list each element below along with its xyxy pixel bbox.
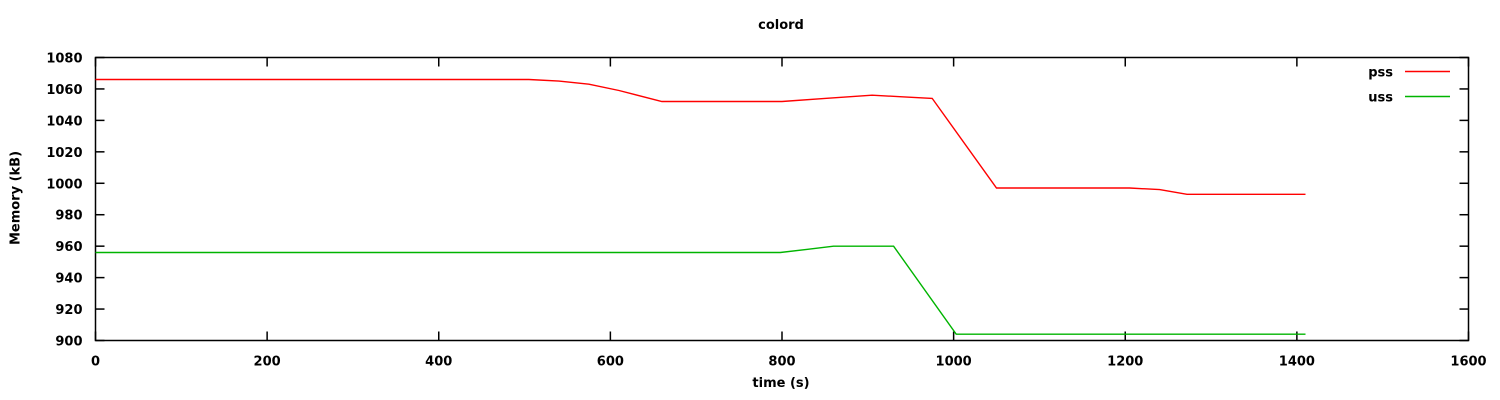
x-tick-label: 400 — [425, 355, 452, 370]
x-tick-label: 200 — [254, 355, 281, 370]
x-tick-label: 1600 — [1450, 355, 1486, 370]
x-tick-label: 0 — [91, 355, 100, 370]
y-tick-label: 940 — [55, 272, 82, 287]
x-tick-label: 800 — [768, 355, 795, 370]
chart-title: colord — [758, 18, 804, 33]
plot-border — [94, 56, 1470, 342]
y-tick-label: 1000 — [46, 177, 82, 192]
y-tick-label: 960 — [55, 240, 82, 255]
x-tick-label: 1200 — [1107, 355, 1143, 370]
x-tick-label: 1400 — [1279, 355, 1315, 370]
y-tick-label: 1020 — [46, 146, 82, 161]
y-tick-label: 1040 — [46, 114, 82, 129]
series-line-uss — [95, 245, 1306, 335]
legend-label-uss: uss — [1368, 91, 1393, 106]
y-tick-label: 980 — [55, 209, 82, 224]
x-tick-label: 1000 — [936, 355, 972, 370]
y-tick-label: 900 — [55, 335, 82, 350]
x-tick-label: 600 — [597, 355, 624, 370]
legend-label-pss: pss — [1368, 66, 1393, 81]
y-tick-label: 1060 — [46, 83, 82, 98]
x-axis-label: time (s) — [752, 376, 810, 391]
y-tick-label: 920 — [55, 303, 82, 318]
y-tick-label: 1080 — [46, 52, 82, 67]
series-line-pss — [95, 78, 1306, 196]
